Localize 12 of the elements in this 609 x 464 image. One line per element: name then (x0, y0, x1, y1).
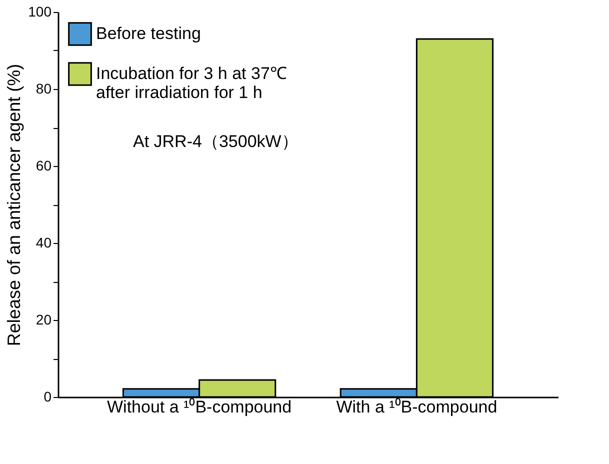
x-tick-label: With a ¹⁰B-compound (336, 398, 498, 416)
legend-label: Incubation for 3 h at 37℃ after irradiation for 1 h (96, 64, 287, 102)
y-tick-label: 0 (44, 388, 52, 404)
y-axis-title: Release of an anticancer agent (%) (4, 64, 24, 346)
y-tick-label: 100 (28, 4, 52, 20)
y-tick-label: 40 (36, 234, 52, 250)
annotation: At JRR-4（3500kW） (133, 132, 298, 151)
y-tick-label: 80 (36, 80, 52, 96)
legend-label: Before testing (96, 24, 201, 43)
y-tick-label: 20 (36, 312, 52, 328)
x-tick-label: Without a ¹⁰B-compound (107, 398, 292, 416)
y-tick-label: 60 (36, 158, 52, 174)
